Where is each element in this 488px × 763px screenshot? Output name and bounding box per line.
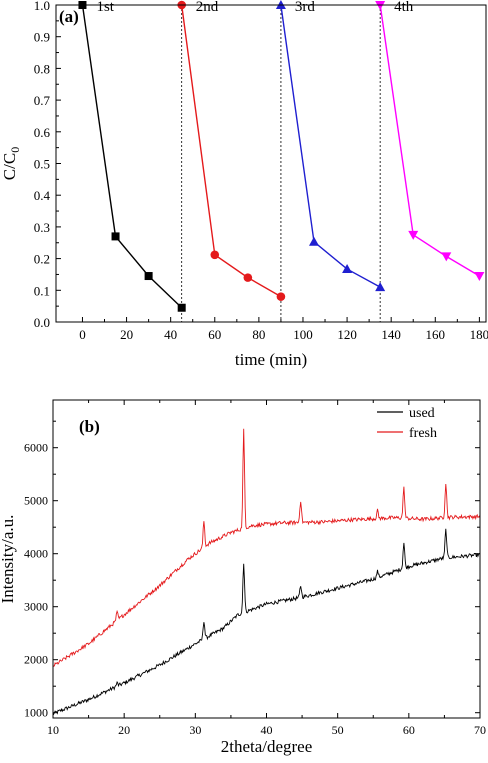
panel-b-x-axis-title: 2theta/degree (221, 737, 313, 756)
panel-a-y-axis-title-subscript: 0 (8, 147, 22, 153)
x-tick-label: 20 (120, 327, 133, 342)
data-point-2nd (243, 273, 253, 282)
series-line-2nd (181, 4, 282, 298)
x-tick-label: 60 (208, 327, 221, 342)
data-point-1st (111, 232, 120, 241)
panel-a-label: (a) (59, 7, 79, 26)
y-tick-label: 3000 (24, 600, 48, 614)
panel-b-frame (52, 399, 481, 719)
data-point-3rd (342, 264, 353, 274)
y-tick-label: 0.3 (34, 220, 50, 235)
y-tick-label: 0.6 (34, 125, 51, 140)
x-tick-label: 10 (47, 723, 59, 737)
x-tick-label: 140 (381, 327, 401, 342)
panel-b-legend: used fresh (377, 406, 437, 441)
y-tick-label: 0.5 (34, 157, 50, 172)
panel-b-chart: 1000 2000 3000 4000 5000 6000 10 20 30 40 50 60 70 u… (0, 399, 486, 756)
x-tick-label: 80 (252, 327, 265, 342)
x-tick-label: 60 (403, 723, 415, 737)
y-tick-label: 0.8 (34, 61, 50, 76)
data-point-4th (441, 252, 452, 262)
legend-label-used: used (409, 406, 435, 421)
panel-a-series (81, 4, 480, 309)
panel-b-series (52, 428, 481, 716)
series-label-4th: 4th (394, 0, 414, 15)
y-tick-label: 0.7 (34, 93, 51, 108)
data-point-1st (177, 303, 186, 312)
panel-a-y-axis-title: C/C0 (0, 147, 22, 180)
panel-a-series-labels: 1st 2nd 3rd 4th (96, 0, 413, 15)
x-tick-label: 100 (293, 327, 313, 342)
y-tick-label: 1.0 (34, 0, 50, 13)
y-tick-label: 0.2 (34, 252, 50, 267)
series-label-1st: 1st (96, 0, 114, 15)
xrd-pattern-used (52, 528, 481, 716)
data-point-2nd (210, 250, 220, 260)
y-tick-label: 5000 (24, 494, 48, 508)
series-line-4th (379, 4, 480, 277)
x-tick-label: 40 (164, 327, 177, 342)
y-tick-label: 1000 (24, 706, 48, 720)
x-tick-label: 50 (332, 723, 344, 737)
series-label-2nd: 2nd (196, 0, 219, 15)
x-tick-label: 20 (118, 723, 130, 737)
y-tick-label: 6000 (24, 441, 48, 455)
data-point-3rd (375, 282, 386, 292)
x-tick-label: 180 (470, 327, 488, 342)
panel-a-chart: 0.0 0.1 0.2 0.3 0.4 0.5 0.6 0.7 0.8 0.9 1.0 0 20 40 60… (0, 0, 488, 369)
x-tick-label: 160 (426, 327, 446, 342)
x-tick-label: 0 (79, 327, 86, 342)
x-tick-label: 30 (189, 723, 201, 737)
panel-b-tick-labels: 1000 2000 3000 4000 5000 6000 10 20 30 40 50 60 70 (24, 441, 486, 737)
legend-label-fresh: fresh (409, 426, 437, 441)
y-tick-label: 0.1 (34, 283, 50, 298)
x-tick-label: 40 (261, 723, 273, 737)
xrd-pattern-fresh (52, 428, 481, 667)
data-point-4th (408, 230, 419, 240)
panel-b-label: (b) (79, 417, 100, 436)
data-point-4th (474, 272, 485, 282)
data-point-1st (144, 272, 153, 281)
data-point-3rd (309, 236, 319, 246)
panel-a-dividers (181, 5, 381, 322)
y-tick-label: 0.0 (34, 315, 50, 330)
y-tick-label: 0.4 (34, 188, 51, 203)
x-tick-label: 120 (337, 327, 357, 342)
y-tick-label: 0.9 (34, 30, 50, 45)
panel-a-ticks (56, 4, 480, 323)
y-tick-label: 4000 (24, 547, 48, 561)
x-tick-label: 70 (474, 723, 486, 737)
panel-b-y-axis-title: Intensity/a.u. (0, 515, 17, 604)
panel-a-frame (55, 4, 487, 323)
panel-a-tick-labels: 0.0 0.1 0.2 0.3 0.4 0.5 0.6 0.7 0.8 0.9 1.0 0 20 40 60… (34, 0, 488, 342)
series-line-1st (81, 4, 183, 309)
series-label-3rd: 3rd (295, 0, 315, 15)
panel-b-ticks (52, 400, 481, 718)
panel-a-x-axis-title: time (min) (235, 350, 307, 369)
panel-a-y-axis-title-main: C/C (0, 153, 19, 180)
y-tick-label: 2000 (24, 653, 48, 667)
series-line-3rd (280, 4, 381, 288)
data-point-2nd (276, 292, 286, 301)
